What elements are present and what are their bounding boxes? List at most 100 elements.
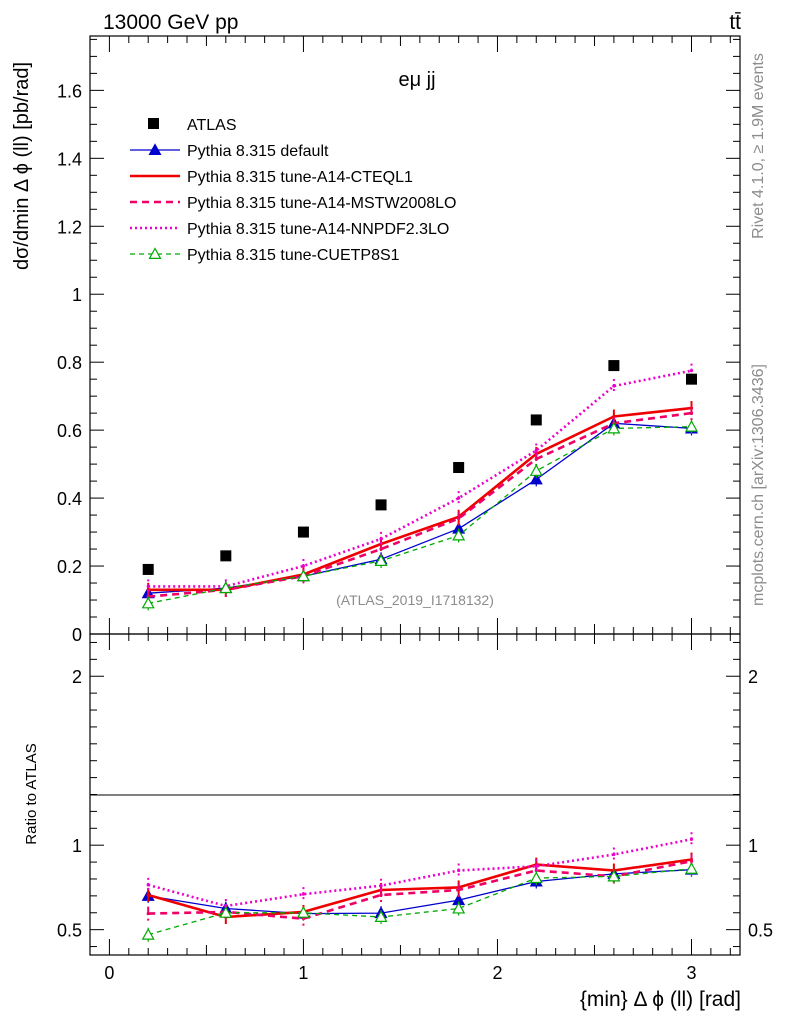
ratio-y-tick-label: 1 [72,836,82,856]
ratio-x-ticks: 0 1 2 3 [104,634,731,983]
ratio-series-point [379,884,383,888]
y-tick-label: 1.4 [57,149,82,169]
ratio-y-tick-label: 1 [748,836,758,856]
ratio-series-point [607,869,621,882]
ratio-series-point [296,906,310,918]
main-y-axis-label: dσ/dmin Δ ϕ (ll) [pb/rad] [11,62,33,270]
main-series-point [689,369,694,373]
main-series-point [457,516,461,521]
legend-label: Pythia 8.315 tune-A14-NNPDF2.3LO [187,221,449,238]
main-series-point [452,528,466,541]
atlas-data-point [530,414,542,426]
main-series-point [534,457,538,461]
main-series-line [148,411,692,598]
main-series-point [219,581,233,594]
ratio-series-point [689,837,694,841]
energy-label: 13000 GeV pp [103,11,238,34]
ratio-series-point [534,864,538,868]
ratio-y-ticks: 0.5 0.5 1 1 2 2 [57,641,773,948]
main-chart-title: eμ jj [398,69,435,91]
legend-marker [148,143,162,155]
mcplots-label: mcplots.cern.ch [arXiv:1306.3436] [750,364,767,606]
legend-marker [148,247,162,259]
ratio-series-point [457,868,461,873]
atlas-data-point [453,462,465,474]
ratio-series-point [301,892,306,896]
main-series-point [689,411,694,415]
y-tick-label: 0.8 [57,353,82,373]
rivet-version-label: Rivet 4.1.0, ≥ 1.9M events [750,53,767,239]
ratio-series-point [146,893,150,897]
main-series-point [379,547,383,551]
main-series-layer [141,360,699,611]
ratio-series-point [452,901,466,914]
legend: ATLAS Pythia 8.315 default Pythia 8.315 tu… [130,117,456,264]
ratio-series-point [457,888,461,892]
ratio-series-point [529,871,543,884]
process-label: tt̄ [729,11,741,34]
ratio-y-tick-label: 2 [748,667,758,687]
ratio-series-point [146,883,150,887]
ratio-y-tick-label: 0.5 [57,921,82,941]
ratio-series-line [147,838,692,908]
x-tick-label: 2 [492,963,502,983]
ratio-panel: 0.5 0.5 1 1 2 2 0 1 2 3 Ratio to ATLAS {min} Δ ϕ… [23,633,773,1011]
legend-label: ATLAS [187,117,237,134]
y-tick-label: 1.6 [57,81,82,101]
main-series-line [148,426,692,605]
atlas-data-point [297,526,309,538]
ratio-y-tick-label: 2 [72,667,82,687]
main-series-point [296,569,310,582]
main-series-point [301,564,306,568]
y-tick-label: 0.4 [57,489,82,509]
x-axis-label: {min} Δ ϕ (ll) [rad] [580,988,741,1011]
ratio-y-axis-label: Ratio to ATLAS [23,743,40,844]
legend-label: Pythia 8.315 default [187,143,329,160]
main-series-point [146,584,150,589]
legend-marker-atlas [148,118,159,129]
ratio-series-point [379,893,383,897]
ratio-series-point [219,906,233,918]
y-tick-label: 0 [72,625,82,645]
main-x-ticks [108,36,731,634]
y-tick-label: 0.6 [57,421,82,441]
ratio-series-point [146,912,150,916]
legend-label: Pythia 8.315 tune-A14-CTEQL1 [187,169,413,186]
main-series-point [379,537,383,541]
legend-label: Pythia 8.315 tune-CUETP8S1 [187,247,400,264]
ratio-y-tick-label: 0.5 [748,921,773,941]
legend-label: Pythia 8.315 tune-A14-MSTW2008LO [187,195,456,212]
ratio-series-point [689,859,694,863]
ratio-series-point [141,927,155,940]
main-series-line [148,406,692,592]
atlas-data-point [608,360,620,372]
atlas-data-point [685,373,697,385]
y-tick-label: 1.2 [57,217,82,237]
main-y-ticks: 0 0.2 0.4 0.6 0.8 1 1.2 1.4 1.6 [57,38,740,645]
main-series-point [141,596,155,609]
main-series-point [534,448,538,453]
atlas-data-point [142,563,154,575]
ratio-series-line [147,858,692,919]
ratio-series-point [612,852,616,857]
main-series-point [612,384,616,388]
atlas-data-point [220,550,232,562]
main-series-point [684,420,699,432]
ratio-series-layer [141,832,699,942]
main-series-point [529,464,543,476]
ratio-series-point [684,862,699,874]
x-tick-label: 3 [686,963,696,983]
main-series-point [457,496,461,500]
ratio-series-line [148,868,692,936]
ratio-series-point [374,910,388,922]
main-series-line [148,369,692,588]
main-panel: 0 0.2 0.4 0.6 0.8 1 1.2 1.4 1.6 dσ/dmin Δ ϕ (ll)… [11,35,741,645]
main-series-point [374,554,388,566]
atlas-data-point [375,499,387,511]
main-series-point [529,472,543,485]
y-tick-label: 1 [72,285,82,305]
analysis-label: (ATLAS_2019_I1718132) [336,592,494,608]
main-series-line [148,422,692,594]
main-series-point [607,421,621,434]
